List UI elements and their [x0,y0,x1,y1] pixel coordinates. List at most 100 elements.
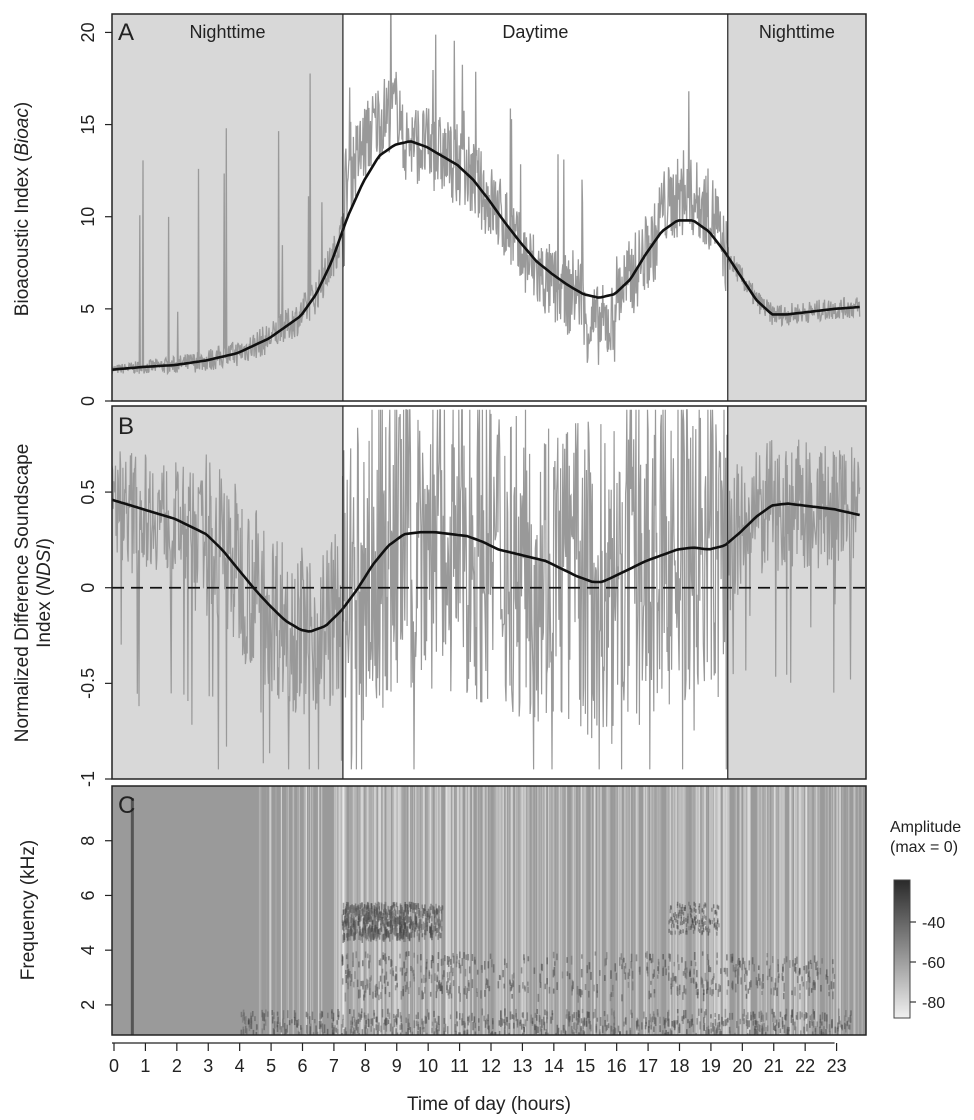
spectrogram-band-cell [527,981,529,986]
spectrogram-band-cell [581,1008,584,1014]
spectrogram-band-cell [708,928,711,933]
spectrogram-band-cell [766,1025,769,1032]
spectrogram-band-cell [667,1009,670,1016]
spectrogram-band-cell [440,909,443,914]
spectrogram-band-cell [794,967,797,974]
spectrogram-band-cell [378,928,380,935]
spectrogram-band-cell [687,916,689,921]
spectrogram-stripe [801,786,803,1035]
spectrogram-band-cell [539,1026,542,1032]
spectrogram-band-cell [825,1021,828,1029]
spectrogram-band-cell [422,1020,425,1030]
spectrogram-band-cell [541,1019,543,1028]
spectrogram-stripe [303,786,306,1035]
spectrogram-band-cell [643,1011,645,1019]
spectrogram-band-cell [468,982,470,992]
spectrogram-band-cell [753,1028,756,1035]
spectrogram-stripe [544,786,547,1035]
spectrogram-band-cell [430,903,432,911]
spectrogram-band-cell [345,921,347,930]
spectrogram-band-cell [650,980,652,985]
spectrogram-band-cell [408,987,410,995]
x-tick-label: 9 [392,1056,402,1076]
spectrogram-band-cell [276,1024,279,1033]
spectrogram-band-cell [670,1030,673,1035]
spectrogram-stripe [766,786,769,1035]
spectrogram-band-cell [791,1009,794,1018]
spectrogram-band-cell [494,1032,497,1035]
spectrogram-stripe [626,786,629,1035]
spectrogram-band-cell [447,977,449,983]
spectrogram-band-cell [369,977,371,983]
spectrogram-stripe [782,786,785,1035]
spectrogram-band-cell [712,904,715,909]
spectrogram-band-cell [276,1021,279,1028]
spectrogram-band-cell [360,1014,362,1020]
spectrogram-stripe [796,786,798,1035]
spectrogram-band-cell [372,920,374,925]
spectrogram-band-cell [756,981,759,989]
spectrogram-band-cell [415,1014,418,1020]
spectrogram-band-cell [374,925,377,932]
spectrogram-band-cell [380,919,382,926]
spectrogram-band-cell [452,972,454,977]
spectrogram-band-cell [492,964,495,973]
spectrogram-band-cell [396,932,398,941]
spectrogram-band-cell [366,914,369,924]
spectrogram-band-cell [466,987,469,994]
spectrogram-band-cell [714,910,716,915]
spectrogram-band-cell [726,989,729,995]
spectrogram-band-cell [743,1009,746,1017]
spectrogram-band-cell [541,964,544,972]
spectrogram-band-cell [484,989,486,997]
spectrogram-stripe [534,786,536,1035]
legend-tick-label: -60 [922,955,945,972]
spectrogram-band-cell [748,964,750,971]
spectrogram-stripe [776,786,778,1035]
spectrogram-band-cell [758,1011,761,1019]
spectrogram-band-cell [447,989,450,996]
spectrogram-stripe [448,786,451,1035]
spectrogram-band-cell [746,970,748,976]
spectrogram-band-cell [610,1025,612,1035]
spectrogram-band-cell [369,988,371,996]
spectrogram-band-cell [734,1032,736,1035]
spectrogram-band-cell [377,901,379,909]
spectrogram-stripe [408,786,411,1035]
spectrogram-band-cell [403,916,405,926]
spectrogram-band-cell [718,1014,720,1021]
spectrogram-band-cell [725,1018,728,1026]
spectrogram-band-cell [774,1024,777,1032]
spectrogram-band-cell [684,988,687,995]
spectrogram-band-cell [841,1024,844,1031]
spectrogram-band-cell [603,1010,606,1017]
spectrogram-stripe [744,786,747,1035]
spectrogram-band-cell [768,968,771,977]
panel-a-region-dividers [342,14,729,401]
spectrogram-stripe [298,786,300,1035]
spectrogram-band-cell [456,1011,458,1019]
spectrogram-band-cell [795,1015,798,1020]
spectrogram-band-cell [806,965,809,974]
spectrogram-band-cell [349,934,351,941]
spectrogram-stripe [583,786,586,1035]
spectrogram-stripe [528,786,530,1035]
spectrogram-band-cell [668,953,670,959]
spectrogram-band-cell [681,957,683,963]
spectrogram-band-cell [399,967,402,972]
spectrogram-band-cell [503,958,506,966]
spectrogram-stripe [347,786,349,1035]
spectrogram-stripe [854,786,856,1035]
spectrogram-band-cell [384,901,386,911]
spectrogram-band-cell [676,920,679,925]
spectrogram-band-cell [427,1012,430,1020]
spectrogram-band-cell [510,984,513,991]
spectrogram-band-cell [665,1029,667,1035]
spectrogram-band-cell [357,1012,360,1017]
spectrogram-stripe [275,786,277,1035]
spectrogram-band-cell [766,975,769,981]
spectrogram-band-cell [823,1026,825,1035]
spectrogram-stripe [692,786,694,1035]
spectrogram-band-cell [372,934,375,940]
spectrogram-band-cell [436,1029,439,1035]
